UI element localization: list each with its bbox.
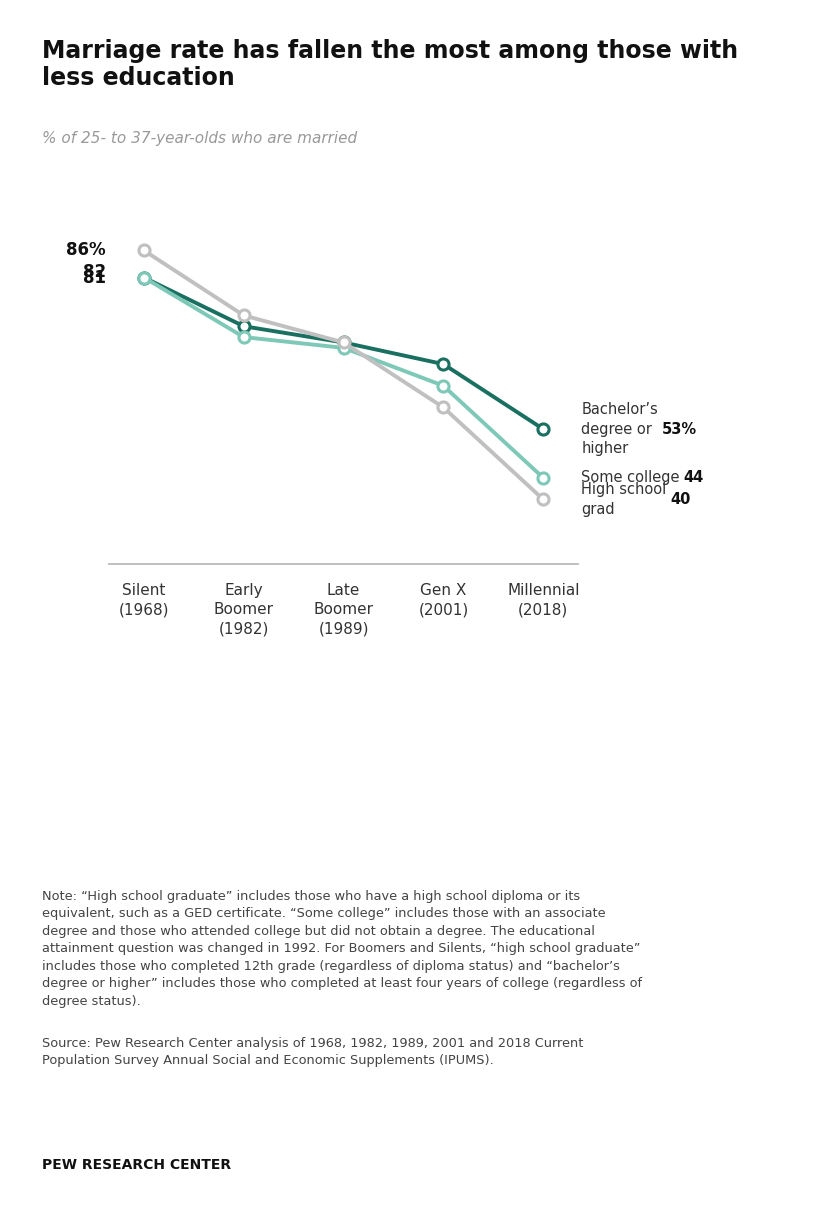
Text: Marriage rate has fallen the most among those with
less education: Marriage rate has fallen the most among … bbox=[42, 39, 738, 90]
Text: 40: 40 bbox=[670, 492, 691, 507]
Text: Silent
(1968): Silent (1968) bbox=[119, 583, 169, 617]
Text: Late
Boomer
(1989): Late Boomer (1989) bbox=[313, 583, 374, 637]
Text: Note: “High school graduate” includes those who have a high school diploma or it: Note: “High school graduate” includes th… bbox=[42, 890, 642, 1007]
Text: Some college: Some college bbox=[582, 470, 680, 486]
Text: Millennial
(2018): Millennial (2018) bbox=[507, 583, 580, 617]
Text: Bachelor’s
degree or
higher: Bachelor’s degree or higher bbox=[582, 401, 658, 456]
Text: Gen X
(2001): Gen X (2001) bbox=[418, 583, 468, 617]
Text: Source: Pew Research Center analysis of 1968, 1982, 1989, 2001 and 2018 Current
: Source: Pew Research Center analysis of … bbox=[42, 1037, 583, 1067]
Text: 82: 82 bbox=[83, 263, 106, 281]
Text: % of 25- to 37-year-olds who are married: % of 25- to 37-year-olds who are married bbox=[42, 131, 357, 146]
Text: PEW RESEARCH CENTER: PEW RESEARCH CENTER bbox=[42, 1158, 231, 1172]
Text: 86%: 86% bbox=[66, 242, 106, 259]
Text: 53%: 53% bbox=[662, 422, 697, 437]
Text: Early
Boomer
(1982): Early Boomer (1982) bbox=[214, 583, 274, 637]
Text: 81: 81 bbox=[83, 269, 106, 287]
Text: High school
grad: High school grad bbox=[582, 482, 666, 517]
Text: 44: 44 bbox=[684, 470, 704, 486]
